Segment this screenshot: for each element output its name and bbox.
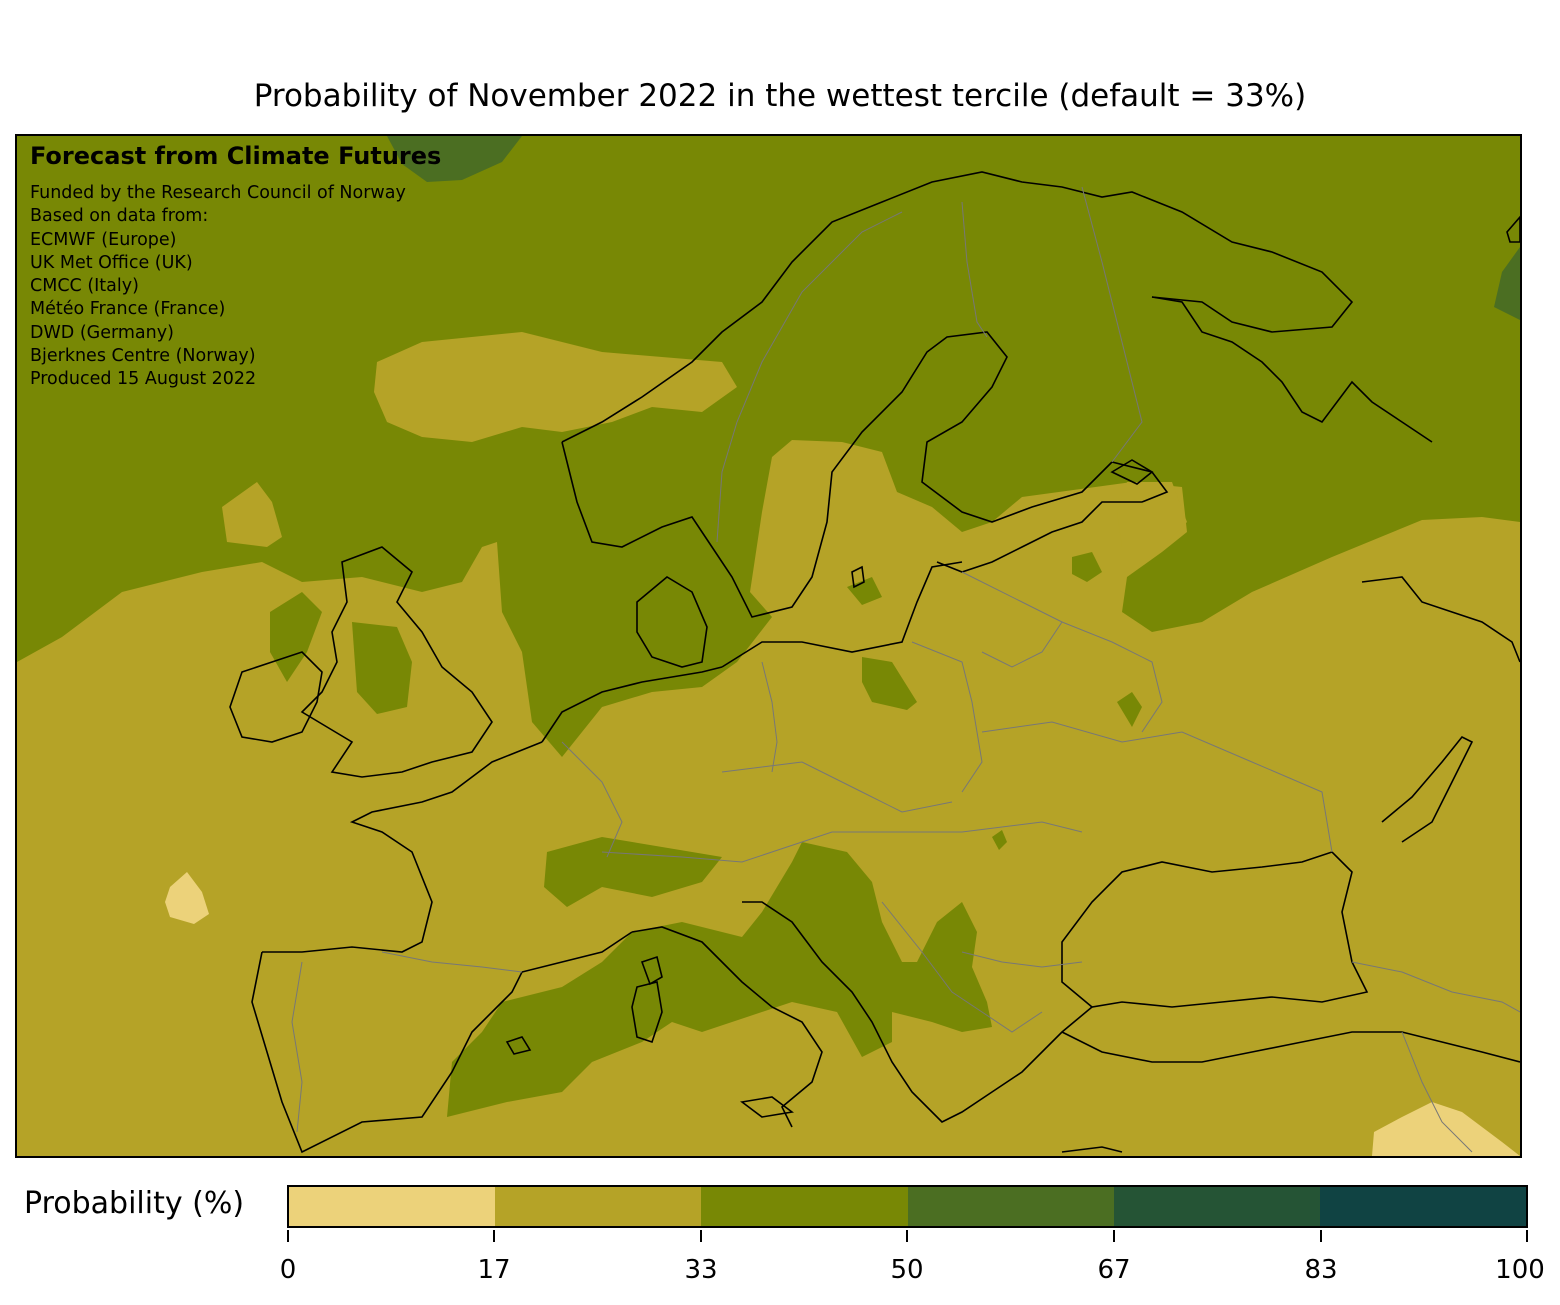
colorbar-tick — [700, 1230, 702, 1242]
region-17-33-norwegian-sea — [374, 332, 737, 442]
colorbar-tick-label: 83 — [1304, 1255, 1338, 1285]
coast-white-sea — [1151, 296, 1433, 443]
region-0-17-middle-east — [1372, 1102, 1520, 1156]
coast-ireland — [229, 651, 323, 743]
region-33-50-mediterranean — [447, 842, 992, 1117]
region-17-33-faroe — [222, 482, 282, 547]
map-panel[interactable] — [15, 134, 1522, 1158]
border-romania-bulgaria — [961, 951, 1083, 968]
coast-italy — [631, 926, 823, 1128]
coast-arctic-east — [1361, 576, 1520, 663]
coast-iberia — [251, 931, 633, 1154]
border-spain-france — [381, 951, 523, 973]
coast-novaya-zemlya — [1506, 215, 1520, 243]
coast-sicily — [740, 1096, 794, 1118]
border-finland-russia — [1081, 186, 1143, 463]
coast-turkey — [1061, 1031, 1520, 1063]
info-line: UK Met Office (UK) — [30, 252, 193, 273]
region-50-67-greenland-sea — [387, 136, 522, 182]
colorbar — [287, 1185, 1528, 1228]
region-0-17-biscay — [165, 872, 209, 924]
region-33-50-serbia-spot — [992, 830, 1007, 850]
region-33-50-baltic — [1072, 552, 1102, 582]
coast-baltic-south — [721, 561, 963, 668]
colorbar-tick — [287, 1230, 289, 1242]
region-33-50-poland — [862, 657, 917, 710]
border-czech-austria — [721, 761, 953, 813]
coast-gotland — [851, 565, 865, 589]
coastlines — [229, 171, 1520, 1154]
info-line: Funded by the Research Council of Norway — [30, 183, 406, 203]
border-russia-belarus — [1061, 621, 1163, 733]
info-box: Forecast from Climate Futures Funded by … — [30, 142, 441, 392]
border-spain-portugal — [291, 961, 303, 1133]
region-33-50-north — [17, 136, 1520, 757]
colorbar-tick — [1526, 1230, 1528, 1242]
colorbar-segment — [701, 1187, 908, 1226]
colorbar-tick — [493, 1230, 495, 1242]
colorbar-tick-label: 67 — [1097, 1255, 1131, 1285]
region-17-33-baltic-islands — [1117, 482, 1187, 547]
colorbar-tick-label: 33 — [684, 1255, 718, 1285]
coast-corsica — [640, 955, 663, 986]
colorbar-segment — [1113, 1187, 1320, 1226]
coast-finland-gulf — [936, 461, 1169, 573]
colorbar-tick-label: 17 — [477, 1255, 511, 1285]
coast-lake-ladoga — [1110, 459, 1154, 485]
coast-adriatic — [742, 901, 1093, 1123]
colorbar-segment — [907, 1187, 1114, 1226]
border-germany-poland — [761, 661, 778, 773]
colorbar-tick-label: 100 — [1495, 1255, 1545, 1285]
region-33-50-ireland — [270, 592, 322, 682]
colorbar-tick — [1320, 1230, 1322, 1242]
coast-crete — [1061, 1146, 1123, 1153]
region-33-50-gotland — [847, 577, 882, 605]
probability-map — [17, 136, 1520, 1156]
colorbar-tick-label: 50 — [890, 1255, 924, 1285]
border-balkans — [881, 901, 1043, 1033]
info-line: ECMWF (Europe) — [30, 229, 177, 250]
colorbar-label: Probability (%) — [24, 1186, 245, 1221]
border-baltics — [961, 571, 1063, 668]
colorbar-tick-label: 0 — [279, 1255, 297, 1285]
colorbar-tick — [1113, 1230, 1115, 1242]
border-france-germany — [561, 741, 623, 858]
info-line: Based on data from: — [30, 206, 209, 227]
info-line: Météo France (France) — [30, 299, 226, 320]
region-33-50-belarus — [1117, 692, 1142, 727]
info-line: DWD (Germany) — [30, 322, 174, 343]
colorbar-segment — [289, 1187, 496, 1226]
coast-britain — [300, 546, 493, 778]
coast-mallorca — [505, 1036, 532, 1055]
colorbar-segment — [1319, 1187, 1527, 1226]
border-norway-sweden — [716, 211, 903, 543]
coast-france — [262, 741, 543, 953]
colorbar-tick — [906, 1230, 908, 1242]
info-line: Bjerknes Centre (Norway) — [30, 346, 256, 367]
border-ukraine — [981, 721, 1333, 853]
colorbar-segment — [495, 1187, 702, 1226]
info-line: CMCC (Italy) — [30, 276, 139, 297]
border-sweden-finland — [961, 201, 988, 338]
region-33-50-scotland — [352, 622, 412, 714]
country-borders — [291, 186, 1520, 1153]
border-alps — [601, 821, 1083, 863]
coast-caspian — [1381, 735, 1474, 843]
coast-scandinavia-south — [561, 331, 1113, 618]
border-turkey-east — [1401, 1031, 1473, 1153]
coast-norway — [561, 171, 1354, 443]
border-caucasus — [1351, 961, 1520, 1013]
coast-denmark — [636, 576, 708, 668]
forecast-heading: Forecast from Climate Futures — [30, 142, 442, 170]
region-33-50-alps — [544, 837, 722, 907]
border-poland-east — [911, 641, 983, 793]
region-50-67-barents — [1494, 247, 1520, 320]
coast-black-sea — [1061, 851, 1369, 1008]
map-title: Probability of November 2022 in the wett… — [253, 78, 1307, 114]
coast-sardinia — [631, 981, 663, 1044]
info-line: Produced 15 August 2022 — [30, 369, 257, 390]
coast-north-sea — [541, 666, 723, 743]
